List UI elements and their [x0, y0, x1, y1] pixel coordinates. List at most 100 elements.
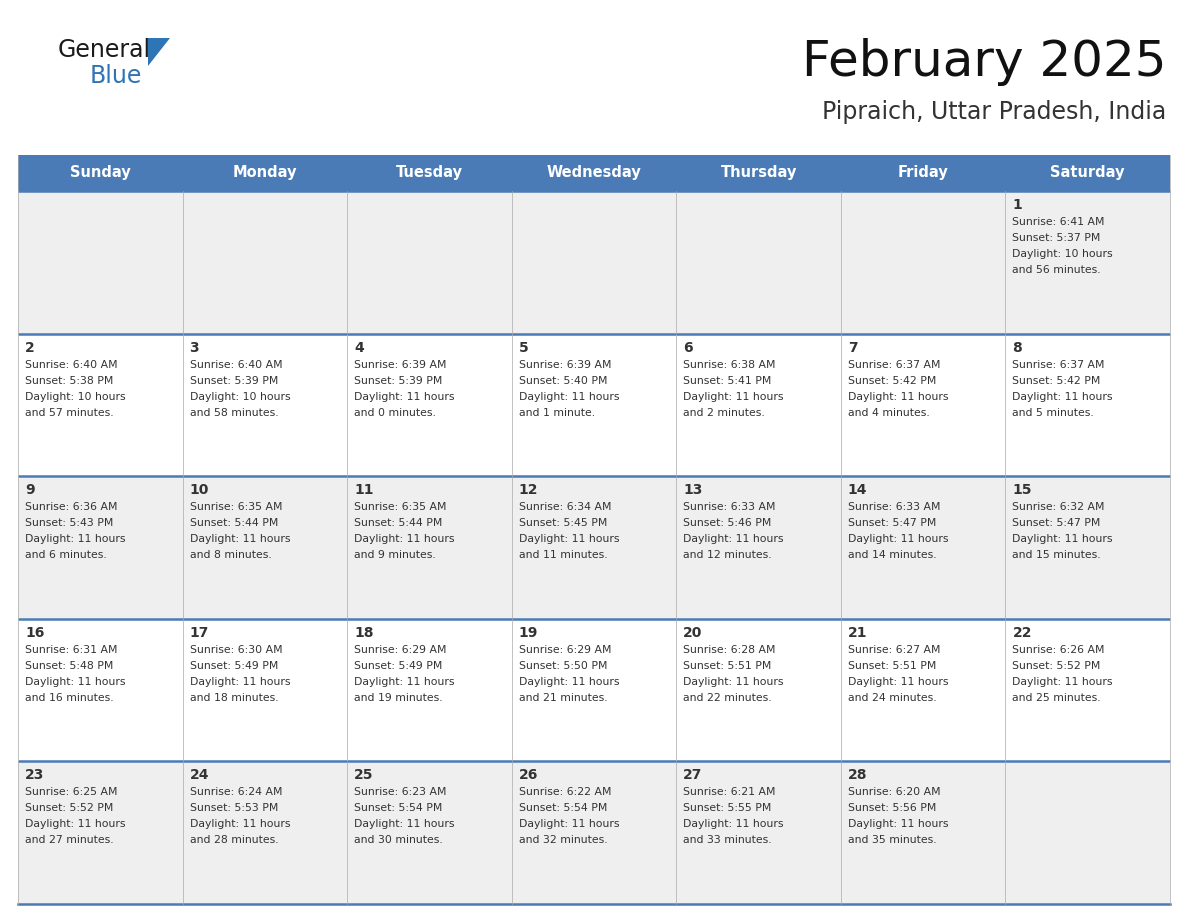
Text: 4: 4 — [354, 341, 364, 354]
Text: 21: 21 — [848, 626, 867, 640]
Text: and 32 minutes.: and 32 minutes. — [519, 835, 607, 845]
Text: Sunset: 5:39 PM: Sunset: 5:39 PM — [354, 375, 442, 386]
Text: and 5 minutes.: and 5 minutes. — [1012, 408, 1094, 418]
Text: 9: 9 — [25, 483, 34, 498]
Text: Sunrise: 6:28 AM: Sunrise: 6:28 AM — [683, 644, 776, 655]
Text: Sunset: 5:53 PM: Sunset: 5:53 PM — [190, 803, 278, 813]
Text: Daylight: 11 hours: Daylight: 11 hours — [683, 820, 784, 829]
Text: Daylight: 11 hours: Daylight: 11 hours — [1012, 677, 1113, 687]
Text: Sunrise: 6:23 AM: Sunrise: 6:23 AM — [354, 788, 447, 798]
Text: and 56 minutes.: and 56 minutes. — [1012, 265, 1101, 275]
Bar — [18, 761, 1170, 904]
Text: Daylight: 11 hours: Daylight: 11 hours — [683, 677, 784, 687]
Text: Sunset: 5:37 PM: Sunset: 5:37 PM — [1012, 233, 1101, 243]
Text: Wednesday: Wednesday — [546, 165, 642, 181]
Text: Sunset: 5:49 PM: Sunset: 5:49 PM — [190, 661, 278, 671]
Text: and 58 minutes.: and 58 minutes. — [190, 408, 278, 418]
Text: Daylight: 10 hours: Daylight: 10 hours — [1012, 249, 1113, 259]
Text: Sunrise: 6:33 AM: Sunrise: 6:33 AM — [848, 502, 941, 512]
Text: Blue: Blue — [90, 64, 143, 88]
Text: Daylight: 11 hours: Daylight: 11 hours — [519, 677, 619, 687]
Text: Sunrise: 6:39 AM: Sunrise: 6:39 AM — [354, 360, 447, 370]
Text: 15: 15 — [1012, 483, 1032, 498]
Text: and 12 minutes.: and 12 minutes. — [683, 550, 772, 560]
Text: Sunrise: 6:34 AM: Sunrise: 6:34 AM — [519, 502, 611, 512]
Text: 23: 23 — [25, 768, 44, 782]
Text: Daylight: 11 hours: Daylight: 11 hours — [683, 392, 784, 401]
Text: Daylight: 11 hours: Daylight: 11 hours — [25, 534, 126, 544]
Text: and 33 minutes.: and 33 minutes. — [683, 835, 772, 845]
Bar — [18, 619, 1170, 761]
Text: and 2 minutes.: and 2 minutes. — [683, 408, 765, 418]
Text: and 0 minutes.: and 0 minutes. — [354, 408, 436, 418]
Text: and 57 minutes.: and 57 minutes. — [25, 408, 114, 418]
Text: Daylight: 11 hours: Daylight: 11 hours — [848, 392, 948, 401]
Text: 28: 28 — [848, 768, 867, 782]
Text: Sunrise: 6:35 AM: Sunrise: 6:35 AM — [354, 502, 447, 512]
Text: Sunset: 5:51 PM: Sunset: 5:51 PM — [848, 661, 936, 671]
Text: and 24 minutes.: and 24 minutes. — [848, 693, 936, 703]
Text: Sunrise: 6:30 AM: Sunrise: 6:30 AM — [190, 644, 283, 655]
Text: Sunrise: 6:36 AM: Sunrise: 6:36 AM — [25, 502, 118, 512]
Text: Sunset: 5:41 PM: Sunset: 5:41 PM — [683, 375, 772, 386]
Text: Daylight: 11 hours: Daylight: 11 hours — [683, 534, 784, 544]
Text: Sunset: 5:55 PM: Sunset: 5:55 PM — [683, 803, 772, 813]
Text: Daylight: 11 hours: Daylight: 11 hours — [848, 534, 948, 544]
Text: Sunset: 5:42 PM: Sunset: 5:42 PM — [1012, 375, 1101, 386]
Text: and 4 minutes.: and 4 minutes. — [848, 408, 929, 418]
Text: and 6 minutes.: and 6 minutes. — [25, 550, 107, 560]
Text: and 27 minutes.: and 27 minutes. — [25, 835, 114, 845]
Text: Daylight: 11 hours: Daylight: 11 hours — [848, 820, 948, 829]
Bar — [18, 155, 1170, 191]
Text: and 22 minutes.: and 22 minutes. — [683, 693, 772, 703]
Text: 22: 22 — [1012, 626, 1032, 640]
Bar — [18, 333, 1170, 476]
Text: Sunset: 5:49 PM: Sunset: 5:49 PM — [354, 661, 442, 671]
Bar — [18, 191, 1170, 333]
Text: 20: 20 — [683, 626, 702, 640]
Text: 6: 6 — [683, 341, 693, 354]
Text: Sunset: 5:42 PM: Sunset: 5:42 PM — [848, 375, 936, 386]
Text: 13: 13 — [683, 483, 702, 498]
Text: and 21 minutes.: and 21 minutes. — [519, 693, 607, 703]
Text: Sunrise: 6:20 AM: Sunrise: 6:20 AM — [848, 788, 941, 798]
Text: Daylight: 11 hours: Daylight: 11 hours — [190, 677, 290, 687]
Text: Sunrise: 6:38 AM: Sunrise: 6:38 AM — [683, 360, 776, 370]
Text: Sunset: 5:54 PM: Sunset: 5:54 PM — [519, 803, 607, 813]
Text: Pipraich, Uttar Pradesh, India: Pipraich, Uttar Pradesh, India — [822, 100, 1165, 124]
Text: 24: 24 — [190, 768, 209, 782]
Text: Sunset: 5:54 PM: Sunset: 5:54 PM — [354, 803, 442, 813]
Text: 12: 12 — [519, 483, 538, 498]
Text: Sunday: Sunday — [70, 165, 131, 181]
Text: and 11 minutes.: and 11 minutes. — [519, 550, 607, 560]
Text: 25: 25 — [354, 768, 374, 782]
Text: Sunrise: 6:29 AM: Sunrise: 6:29 AM — [519, 644, 611, 655]
Text: Daylight: 11 hours: Daylight: 11 hours — [519, 534, 619, 544]
Text: Sunrise: 6:21 AM: Sunrise: 6:21 AM — [683, 788, 776, 798]
Text: 18: 18 — [354, 626, 374, 640]
Text: and 9 minutes.: and 9 minutes. — [354, 550, 436, 560]
Text: Daylight: 11 hours: Daylight: 11 hours — [354, 392, 455, 401]
Text: 8: 8 — [1012, 341, 1022, 354]
Text: and 25 minutes.: and 25 minutes. — [1012, 693, 1101, 703]
Text: Sunrise: 6:33 AM: Sunrise: 6:33 AM — [683, 502, 776, 512]
Text: and 16 minutes.: and 16 minutes. — [25, 693, 114, 703]
Text: Daylight: 11 hours: Daylight: 11 hours — [25, 820, 126, 829]
Text: Daylight: 11 hours: Daylight: 11 hours — [354, 534, 455, 544]
Text: Sunset: 5:43 PM: Sunset: 5:43 PM — [25, 518, 113, 528]
Text: and 15 minutes.: and 15 minutes. — [1012, 550, 1101, 560]
Text: Sunrise: 6:25 AM: Sunrise: 6:25 AM — [25, 788, 118, 798]
Text: Sunset: 5:44 PM: Sunset: 5:44 PM — [190, 518, 278, 528]
Text: General: General — [58, 38, 151, 62]
Text: 2: 2 — [25, 341, 34, 354]
Text: Sunset: 5:46 PM: Sunset: 5:46 PM — [683, 518, 772, 528]
Text: and 19 minutes.: and 19 minutes. — [354, 693, 443, 703]
Text: Sunrise: 6:31 AM: Sunrise: 6:31 AM — [25, 644, 118, 655]
Text: Sunset: 5:40 PM: Sunset: 5:40 PM — [519, 375, 607, 386]
Text: Sunset: 5:48 PM: Sunset: 5:48 PM — [25, 661, 113, 671]
Text: 26: 26 — [519, 768, 538, 782]
Text: Sunset: 5:47 PM: Sunset: 5:47 PM — [848, 518, 936, 528]
Text: Sunrise: 6:37 AM: Sunrise: 6:37 AM — [848, 360, 941, 370]
Text: and 35 minutes.: and 35 minutes. — [848, 835, 936, 845]
Text: 10: 10 — [190, 483, 209, 498]
